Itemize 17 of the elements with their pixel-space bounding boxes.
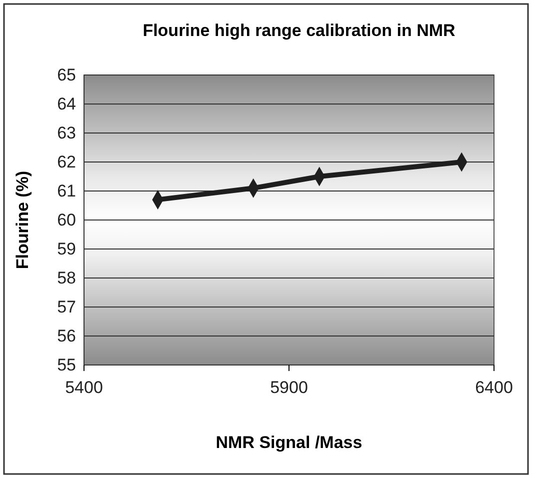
y-tick-label: 56 [57,326,76,346]
y-tick-label: 61 [57,181,76,200]
x-axis-title: NMR Signal /Mass [216,433,362,452]
y-tick-label: 62 [57,152,76,172]
x-tick-label: 5900 [270,378,308,398]
y-tick-label: 64 [57,94,76,114]
y-tick-label: 59 [57,239,76,258]
chart-title: Flourine high range calibration in NMR [142,21,456,40]
y-tick-label: 57 [57,297,76,316]
y-tick-label: 63 [57,123,76,142]
x-tick-label: 5400 [65,378,103,398]
y-tick-label: 55 [57,355,76,374]
y-tick-label: 58 [57,268,76,288]
y-tick-label: 65 [57,65,76,84]
y-axis-title: Flourine (%) [13,170,32,270]
x-tick-label: 6400 [475,378,513,398]
y-tick-label: 60 [57,210,76,230]
